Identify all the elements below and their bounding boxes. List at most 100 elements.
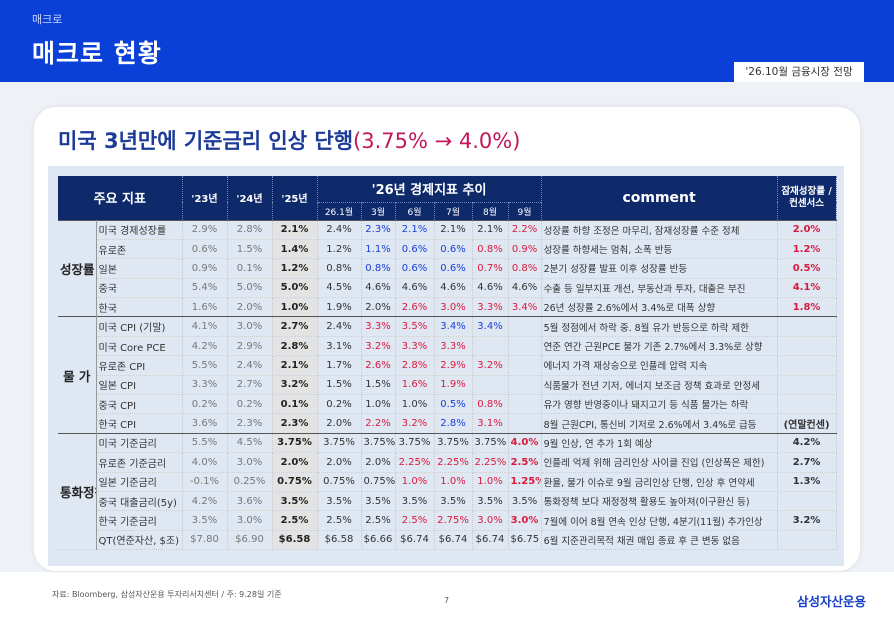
value-month: 1.5%: [361, 375, 396, 396]
col-head-month: 7월: [434, 201, 473, 220]
indicator-name: 중국 CPI: [96, 394, 183, 415]
col-head-month: 26.1월: [317, 201, 362, 220]
value-2025: 2.5%: [272, 510, 318, 531]
consensus-cell: 2.0%: [777, 219, 837, 240]
table-row: 중국 CPI 0.2% 0.2% 0.1% 0.2% 1.0% 1.0% 0.5% 0.8% 유가…: [58, 394, 837, 415]
value-2024: 2.4%: [227, 355, 273, 376]
value-month: 3.75%: [361, 432, 396, 454]
value-month: 3.5%: [317, 491, 362, 512]
value-month: 3.75%: [434, 432, 473, 454]
value-2025: 2.7%: [272, 316, 318, 337]
value-month: [472, 375, 509, 396]
comment-cell: 에너지 가격 재상승으로 인플레 압력 지속: [541, 355, 778, 376]
page-title: 매크로 현황: [32, 39, 162, 68]
indicator-table: 주요 지표 '23년 '24년 '25년 '26년 경제지표 추이 commen…: [58, 176, 837, 551]
consensus-cell: 4.2%: [777, 432, 837, 454]
table-row: 유로존 기준금리 4.0% 3.0% 2.0% 2.0% 2.0% 2.25% 2.25% 2.…: [58, 452, 837, 473]
indicator-table-panel: 주요 지표 '23년 '24년 '25년 '26년 경제지표 추이 commen…: [48, 166, 844, 566]
col-head-comment: comment: [541, 176, 778, 220]
comment-cell: 8월 근원CPI, 통신비 기저로 2.6%에서 3.4%로 급등: [541, 413, 778, 434]
indicator-name: 미국 기준금리: [96, 432, 183, 454]
value-month: [508, 316, 542, 337]
consensus-cell: (연말컨센): [777, 413, 837, 434]
value-month: 4.6%: [361, 278, 396, 299]
value-2025: 2.0%: [272, 452, 318, 473]
value-month: 0.8%: [472, 239, 509, 260]
value-month: 2.75%: [434, 510, 473, 531]
table-row: 유로존 CPI 5.5% 2.4% 2.1% 1.7% 2.6% 2.8% 2.9% 3.2% 에…: [58, 355, 837, 376]
col-head-2023: '23년: [182, 176, 228, 220]
comment-cell: 연준 연간 근원PCE 물가 기존 2.7%에서 3.3%로 상향: [541, 336, 778, 357]
table-row: 한국 1.6% 2.0% 1.0% 1.9% 2.0% 2.6% 3.0% 3.3% 3.4% 26…: [58, 297, 837, 318]
headline: 미국 3년만에 기준금리 인상 단행(3.75% → 4.0%): [58, 125, 520, 155]
comment-cell: 유가 영향 반영중이나 돼지고기 등 식품 물가는 하락: [541, 394, 778, 415]
value-month: 2.5%: [508, 452, 542, 473]
value-month: 2.5%: [395, 510, 435, 531]
source-note: 자료: Bloomberg, 삼성자산운용 투자리서치센터 / 주: 9.28일…: [52, 590, 282, 599]
value-month: 3.75%: [395, 432, 435, 454]
comment-cell: 수출 등 일부지표 개선, 부동산과 투자, 대출은 부진: [541, 278, 778, 299]
value-month: 3.5%: [472, 491, 509, 512]
col-head-month: 9월: [508, 201, 542, 220]
value-month: 2.0%: [317, 452, 362, 473]
comment-cell: 성장률 하향 조정은 마무리, 잠재성장률 수준 정체: [541, 219, 778, 240]
value-month: 2.0%: [361, 452, 396, 473]
value-month: 3.2%: [361, 336, 396, 357]
company-logo: 삼성자산운용: [796, 594, 866, 609]
comment-cell: 성장률 하향세는 멈춰, 소폭 반등: [541, 239, 778, 260]
indicator-name: 유로존 기준금리: [96, 452, 183, 473]
col-head-month: 6월: [395, 201, 435, 220]
value-2024: $6.90: [227, 530, 273, 551]
page-number: 7: [444, 596, 450, 605]
comment-cell: 식품물가 전년 기저, 에너지 보조금 정책 효과로 안정세: [541, 375, 778, 396]
value-2025: 3.75%: [272, 432, 318, 454]
category-label: 물 가: [58, 316, 97, 434]
value-month: 4.6%: [508, 278, 542, 299]
indicator-name: 일본: [96, 258, 183, 279]
value-month: 3.2%: [395, 413, 435, 434]
value-2024: 0.1%: [227, 258, 273, 279]
value-month: $6.66: [361, 530, 396, 551]
value-2024: 1.5%: [227, 239, 273, 260]
comment-cell: 9월 인상, 연 추가 1회 예상: [541, 432, 778, 454]
value-2025: 0.1%: [272, 394, 318, 415]
value-month: 0.8%: [508, 258, 542, 279]
value-2023: 4.2%: [182, 336, 228, 357]
value-month: $6.74: [472, 530, 509, 551]
value-2023: 0.2%: [182, 394, 228, 415]
consensus-cell: 0.5%: [777, 258, 837, 279]
value-2025: 1.2%: [272, 258, 318, 279]
value-2024: 5.0%: [227, 278, 273, 299]
value-2023: 3.3%: [182, 375, 228, 396]
value-2025: 3.2%: [272, 375, 318, 396]
table-row: 한국 기준금리 3.5% 3.0% 2.5% 2.5% 2.5% 2.5% 2.75% 3.0%…: [58, 510, 837, 531]
table-row: 성장률 미국 경제성장률 2.9% 2.8% 2.1% 2.4% 2.3% 2.1% 2.1% 2…: [58, 219, 837, 318]
value-month: 3.2%: [472, 355, 509, 376]
value-2024: 0.25%: [227, 472, 273, 492]
value-month: $6.75: [508, 530, 542, 551]
value-month: 0.9%: [508, 239, 542, 260]
value-month: 4.6%: [472, 278, 509, 299]
value-month: [508, 336, 542, 357]
value-month: 1.9%: [317, 297, 362, 318]
value-month: 3.3%: [395, 336, 435, 357]
value-2023: 0.9%: [182, 258, 228, 279]
category-label: 통화정책: [58, 432, 97, 551]
value-month: 2.25%: [472, 452, 509, 473]
top-banner: 매크로 매크로 현황: [0, 0, 894, 82]
value-month: 0.2%: [317, 394, 362, 415]
value-month: 0.7%: [472, 258, 509, 279]
value-month: 3.5%: [361, 491, 396, 512]
indicator-name: 일본 CPI: [96, 375, 183, 396]
value-month: 2.8%: [434, 413, 473, 434]
value-month: 3.5%: [434, 491, 473, 512]
value-month: 3.4%: [434, 316, 473, 337]
table-row: 중국 대출금리(5y) 4.2% 3.6% 3.5% 3.5% 3.5% 3.5% 3.5% 3…: [58, 491, 837, 512]
value-month: 0.6%: [395, 258, 435, 279]
value-2023: 1.6%: [182, 297, 228, 318]
value-2024: 2.9%: [227, 336, 273, 357]
headline-text: 미국 3년만에 기준금리 인상 단행: [58, 129, 354, 153]
indicator-name: 중국 대출금리(5y): [96, 491, 183, 512]
value-month: 3.1%: [317, 336, 362, 357]
value-month: 2.4%: [317, 219, 362, 240]
